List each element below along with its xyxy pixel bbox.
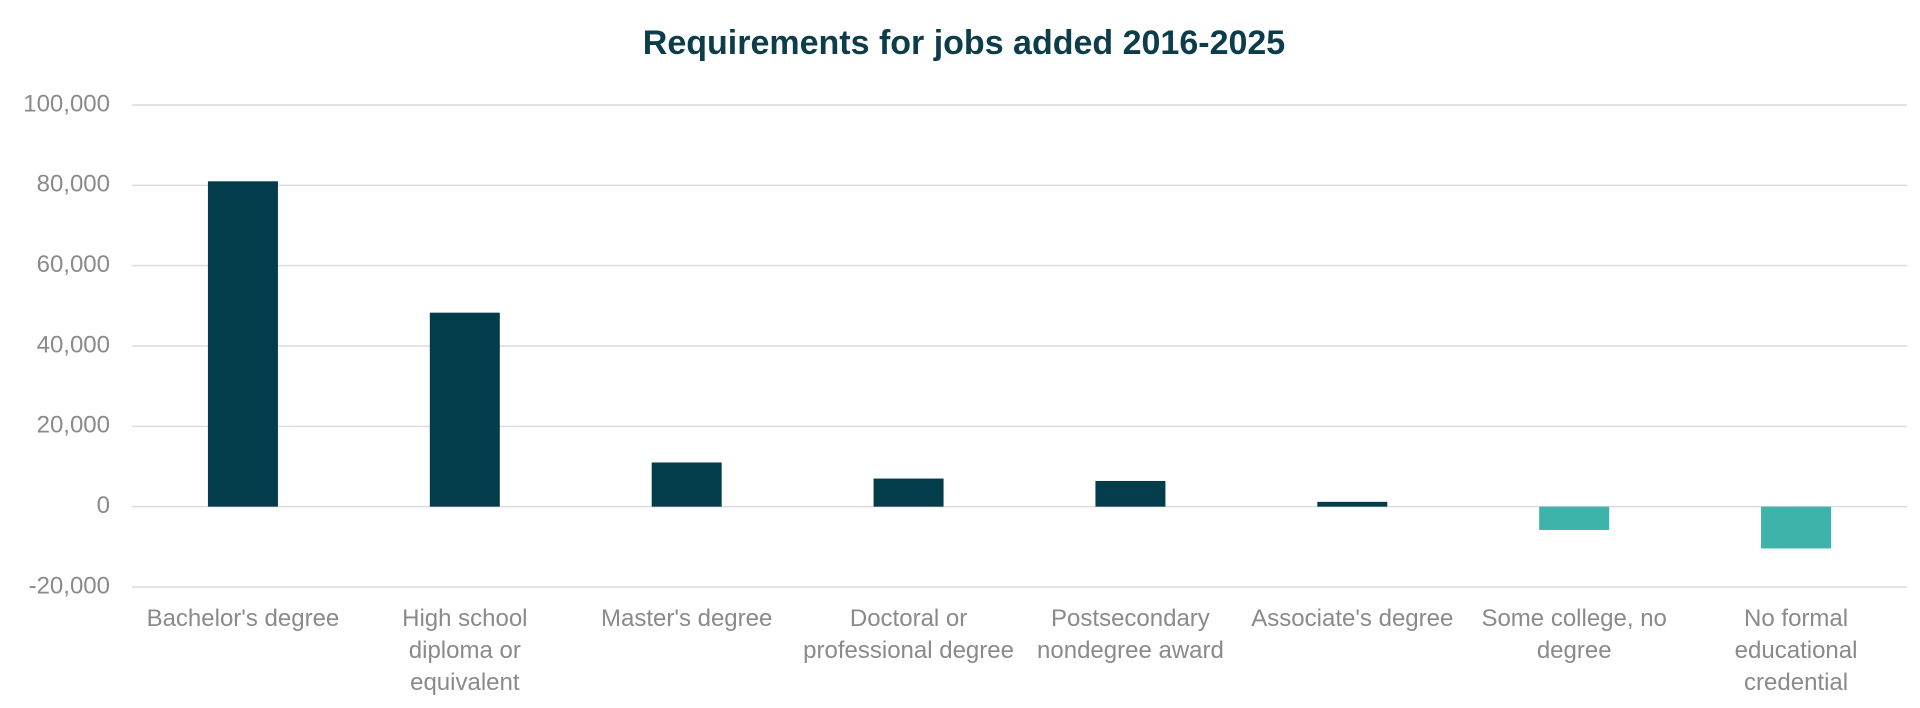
x-tick-label: High school diploma or equivalent bbox=[402, 605, 528, 696]
x-tick-label: Associate's degree bbox=[1251, 605, 1454, 632]
y-tick-label: 60,000 bbox=[37, 251, 110, 278]
bar bbox=[1761, 506, 1832, 549]
y-tick-label: 0 bbox=[97, 492, 110, 519]
y-tick-label: 80,000 bbox=[37, 171, 110, 198]
x-tick-label: Bachelor's degree bbox=[146, 605, 340, 632]
x-tick-label: Master's degree bbox=[601, 605, 773, 632]
y-tick-label: 20,000 bbox=[37, 412, 110, 439]
bar bbox=[651, 462, 722, 507]
bar bbox=[873, 478, 944, 507]
bar bbox=[207, 181, 278, 507]
x-tick-label: No formal educational credential bbox=[1734, 605, 1858, 696]
x-tick-label: Some college, no degree bbox=[1481, 605, 1667, 664]
bar bbox=[1095, 480, 1166, 507]
x-tick-label: Postsecondary nondegree award bbox=[1037, 605, 1224, 664]
y-tick-label: 40,000 bbox=[37, 331, 110, 358]
x-tick-label: Doctoral or professional degree bbox=[803, 605, 1014, 664]
chart-title: Requirements for jobs added 2016-2025 bbox=[643, 24, 1285, 62]
y-tick-label: 100,000 bbox=[23, 90, 110, 117]
bar bbox=[429, 312, 500, 507]
bar bbox=[1317, 501, 1388, 507]
y-tick-label: -20,000 bbox=[29, 572, 110, 599]
bar bbox=[1539, 506, 1610, 530]
